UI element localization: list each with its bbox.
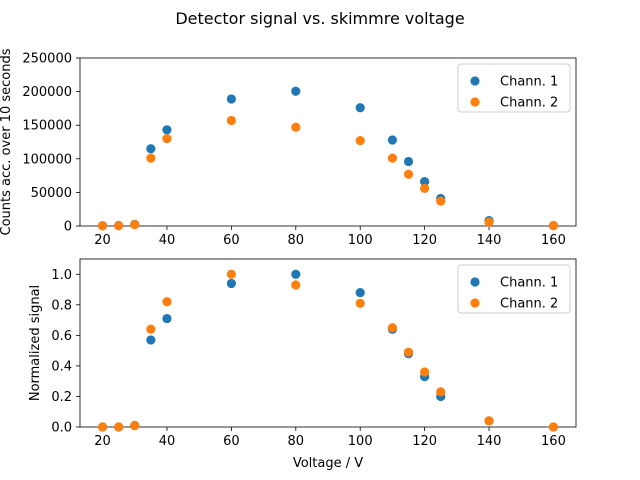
data-point	[97, 422, 108, 432]
data-point	[291, 122, 301, 132]
plots: 20 40 60 80 100 120 140 160 0 50000 100000 150000 20…	[0, 48, 577, 471]
subplot-1: 20 40 60 80 100 120 140 160 0 50000 100000 150000 20…	[0, 48, 577, 248]
x-tick-label: 160	[541, 233, 566, 248]
data-point	[548, 220, 559, 231]
x-tick-label: 140	[477, 233, 502, 248]
legend-marker	[470, 76, 480, 86]
data-point	[162, 134, 172, 144]
y-tick-label: 100000	[22, 152, 72, 167]
data-point	[146, 335, 156, 345]
series-2	[97, 115, 559, 231]
y-tick-label: 0.6	[51, 329, 72, 344]
x-tick-label: 20	[94, 233, 111, 248]
data-point	[97, 221, 108, 231]
data-point	[387, 323, 398, 333]
data-point	[355, 103, 365, 113]
data-point	[420, 177, 430, 187]
y-tick-label: 0	[64, 220, 72, 235]
y-tick-label: 250000	[22, 52, 72, 67]
y-tick-label: 50000	[31, 186, 72, 201]
y-axis-label: Normalized signal	[28, 285, 43, 401]
x-tick-label: 100	[348, 233, 373, 248]
data-point	[484, 217, 494, 227]
data-point	[548, 422, 559, 432]
y-tick-label: 200000	[22, 85, 72, 100]
data-point	[226, 278, 236, 289]
y-tick-label: 0.2	[51, 390, 72, 405]
y-tick-label: 0.4	[51, 359, 72, 374]
legend-entry: Chann. 1	[500, 75, 558, 90]
x-tick-label: 80	[288, 434, 305, 449]
data-point	[403, 347, 414, 357]
data-point	[403, 169, 414, 179]
data-point	[420, 367, 430, 377]
data-point	[114, 422, 124, 432]
data-point	[291, 280, 301, 290]
x-tick-label: 60	[223, 434, 240, 449]
axes-frame	[79, 57, 577, 227]
data-point	[226, 269, 236, 279]
data-point	[146, 153, 156, 163]
data-point	[387, 135, 398, 145]
data-point	[226, 115, 236, 126]
data-point	[436, 387, 446, 397]
x-axis-label: Voltage / V	[293, 456, 363, 471]
x-tick-label: 120	[412, 233, 437, 248]
legend-marker	[470, 277, 480, 287]
data-point	[130, 420, 140, 431]
legend-entry: Chann. 2	[500, 96, 558, 111]
data-point	[403, 156, 414, 167]
subplot-2: 20 40 60 80 100 120 140 160 0.0 0.2 0.4 0.6 0.8 1.0 Vo…	[28, 258, 577, 471]
x-tick-label: 80	[288, 233, 305, 248]
data-point	[146, 324, 156, 334]
data-point	[420, 183, 430, 193]
legend-frame	[457, 63, 571, 113]
data-point	[114, 221, 124, 231]
axes-frame	[79, 258, 577, 428]
x-tick-label: 140	[477, 434, 502, 449]
x-tick-label: 20	[94, 434, 111, 449]
data-point	[130, 220, 140, 230]
legend-entry: Chann. 2	[500, 297, 558, 312]
y-tick-label: 0.0	[51, 421, 72, 436]
x-tick-label: 160	[541, 434, 566, 449]
x-tick-label: 60	[223, 233, 240, 248]
data-point	[355, 288, 365, 298]
legend-entry: Chann. 1	[500, 276, 558, 291]
x-tick-label: 100	[348, 434, 373, 449]
x-tick-label: 120	[412, 434, 437, 449]
data-point	[162, 313, 172, 324]
legend-frame	[457, 264, 571, 314]
legend: Chann. 1 Chann. 2	[457, 264, 571, 314]
data-point	[355, 298, 365, 308]
data-point	[146, 144, 156, 154]
data-point	[387, 153, 398, 163]
data-point	[291, 269, 301, 279]
legend: Chann. 1 Chann. 2	[457, 63, 571, 113]
figure-title: Detector signal vs. skimmre voltage	[175, 9, 464, 28]
data-point	[484, 416, 494, 426]
y-axis-label: Counts acc. over 10 seconds	[0, 48, 14, 235]
data-point	[436, 196, 446, 206]
data-point	[162, 297, 172, 307]
data-point	[162, 125, 172, 135]
data-point	[355, 136, 365, 146]
data-point	[291, 86, 301, 96]
x-tick-label: 40	[159, 434, 176, 449]
y-tick-label: 1.0	[51, 268, 72, 283]
legend-marker	[470, 97, 480, 107]
legend-marker	[470, 298, 480, 308]
data-point	[226, 94, 236, 104]
y-tick-label: 0.8	[51, 298, 72, 313]
x-tick-label: 40	[159, 233, 176, 248]
y-tick-label: 150000	[22, 119, 72, 134]
series-2	[97, 269, 559, 432]
